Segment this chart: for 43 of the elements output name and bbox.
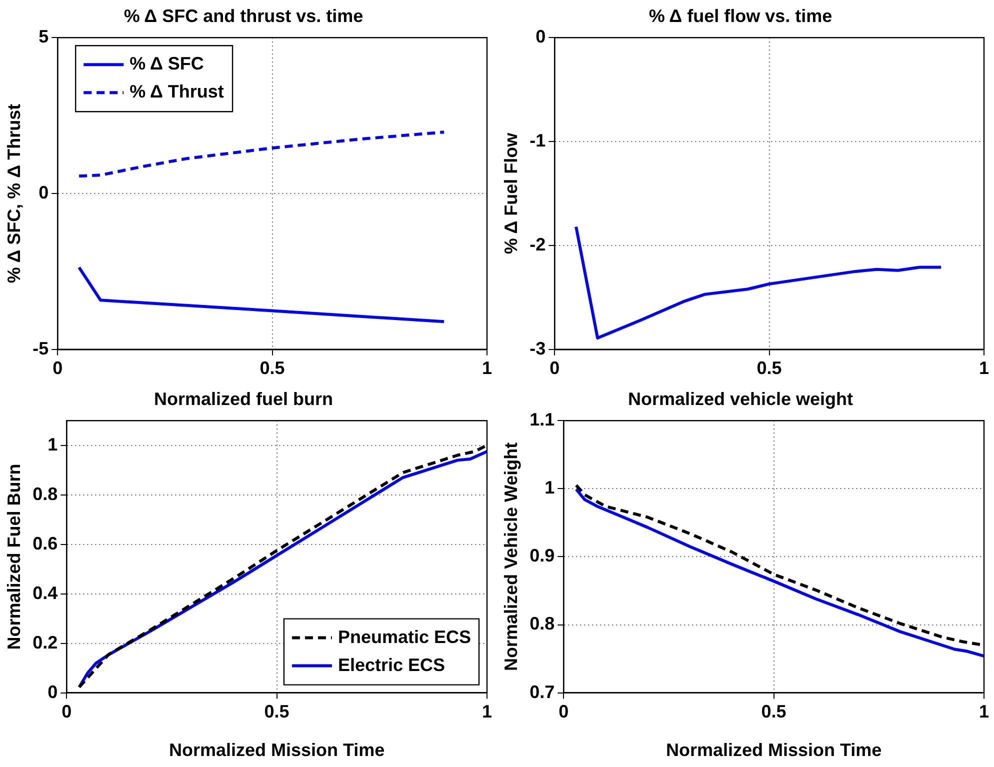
y-tick-label: -5	[32, 338, 49, 358]
y-tick-label: 0.4	[32, 582, 58, 603]
y-tick-label: 1	[48, 434, 58, 454]
chart-title: Normalized vehicle weight	[628, 388, 854, 409]
x-tick-label: 0.5	[756, 358, 782, 378]
y-tick-label: 5	[38, 26, 49, 47]
x-tick-label: 0	[558, 702, 569, 722]
y-tick-label: 0.9	[530, 546, 555, 566]
chart-title: % Δ fuel flow vs. time	[648, 6, 832, 26]
legend-label: Electric ECS	[338, 654, 446, 675]
y-axis-title: Normalized Fuel Burn	[4, 464, 24, 650]
y-tick-label: 1.1	[530, 410, 555, 430]
y-axis-title: Normalized Vehicle Weight	[500, 442, 521, 672]
legend-label: % Δ SFC	[130, 54, 204, 74]
y-tick-label: 0.6	[32, 533, 58, 554]
legend-label: Pneumatic ECS	[338, 626, 472, 647]
x-axis-title: Normalized Mission Time	[666, 740, 882, 760]
y-tick-label: 0	[536, 26, 546, 47]
y-tick-label: 0.7	[530, 682, 555, 702]
y-axis-title: % Δ Fuel Flow	[500, 132, 521, 254]
y-tick-label: -2	[530, 234, 546, 254]
x-tick-label: 1	[978, 358, 990, 378]
x-tick-label: 0.5	[260, 358, 285, 378]
line-series	[78, 130, 446, 178]
y-tick-label: 1	[544, 478, 555, 498]
legend-label: % Δ Thrust	[130, 82, 224, 102]
y-tick-label: -3	[530, 338, 546, 358]
x-tick-label: 0	[62, 702, 72, 722]
x-tick-label: 1	[482, 358, 492, 378]
y-tick-label: -1	[530, 130, 546, 150]
y-tick-label: 0.8	[32, 484, 58, 504]
y-tick-label: 0	[48, 682, 58, 702]
x-tick-label: 1	[482, 702, 492, 722]
y-axis-title: % Δ SFC, % Δ Thrust	[4, 104, 24, 284]
y-tick-label: 0.2	[32, 632, 58, 652]
chart-title: % Δ SFC and thrust vs. time	[124, 6, 364, 26]
x-tick-label: 1	[978, 702, 990, 722]
y-tick-label: 0	[38, 182, 49, 202]
chart-title: Normalized fuel burn	[154, 388, 334, 409]
y-tick-label: 0.8	[530, 614, 555, 634]
x-axis-title: Normalized Mission Time	[168, 740, 385, 760]
x-tick-label: 0.5	[264, 702, 290, 722]
x-tick-label: 0.5	[761, 702, 786, 722]
